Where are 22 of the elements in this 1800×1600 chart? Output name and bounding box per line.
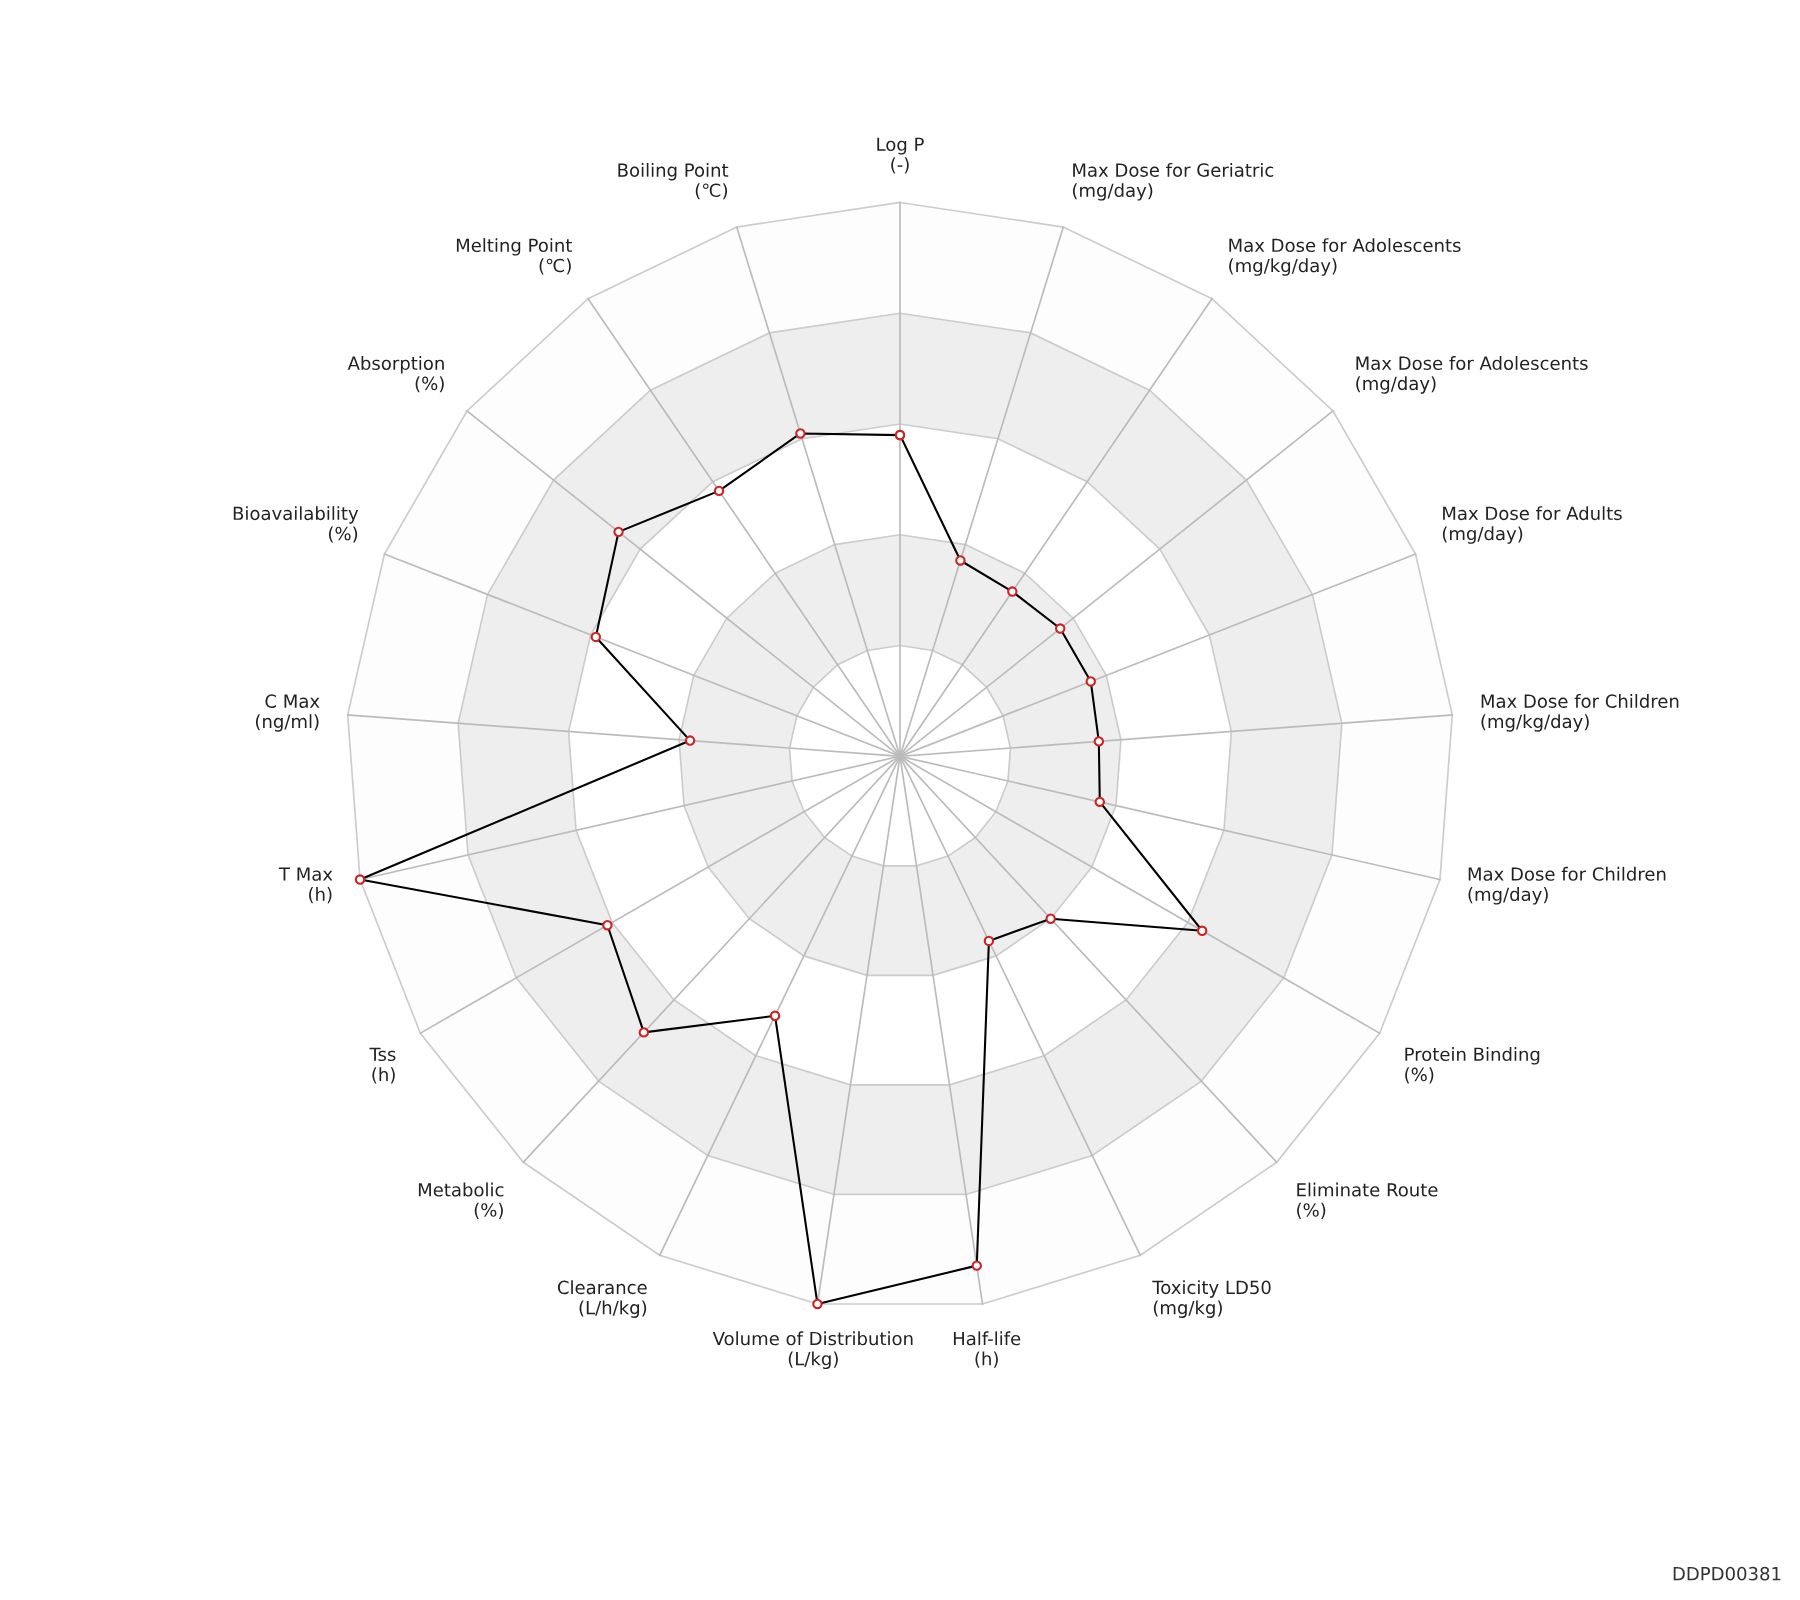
spoke-label: Max Dose for Adolescents (mg/day): [1356, 356, 1588, 394]
spoke-label: Melting Point (℃): [456, 238, 572, 275]
spoke-label: Max Dose for Adults (mg/day): [1442, 506, 1622, 544]
spoke-label: Protein Binding (%): [1405, 1047, 1540, 1084]
spoke-label: Max Dose for Children (mg/day): [1468, 866, 1666, 905]
spoke-label: C Max (ng/ml): [255, 694, 320, 732]
spoke-label: Eliminate Route (%): [1297, 1182, 1438, 1219]
spoke-label: Max Dose for Children (mg/kg/day): [1481, 694, 1679, 732]
spoke-label: Boiling Point (℃): [618, 162, 729, 200]
spoke-label: Bioavailability (%): [233, 506, 359, 543]
spoke-label: Volume of Distribution (L/kg): [712, 1331, 913, 1370]
spoke-label: Max Dose for Adolescents (mg/kg/day): [1229, 238, 1461, 276]
spoke-label: Metabolic (%): [418, 1182, 504, 1219]
spoke-label: Absorption (%): [347, 356, 444, 393]
spoke-label: Tss (h): [369, 1047, 396, 1084]
spoke-label: Clearance (L/h/kg): [557, 1280, 647, 1318]
spoke-label: Max Dose for Geriatric (mg/day): [1072, 162, 1274, 201]
spoke-label: Half-life (h): [953, 1331, 1021, 1368]
spoke-label: T Max (h): [278, 867, 333, 904]
spoke-label: Toxicity LD50 (mg/kg): [1152, 1280, 1271, 1318]
spoke-label: Log P (-): [877, 137, 924, 174]
text: DDPD00381: [1673, 1566, 1781, 1581]
